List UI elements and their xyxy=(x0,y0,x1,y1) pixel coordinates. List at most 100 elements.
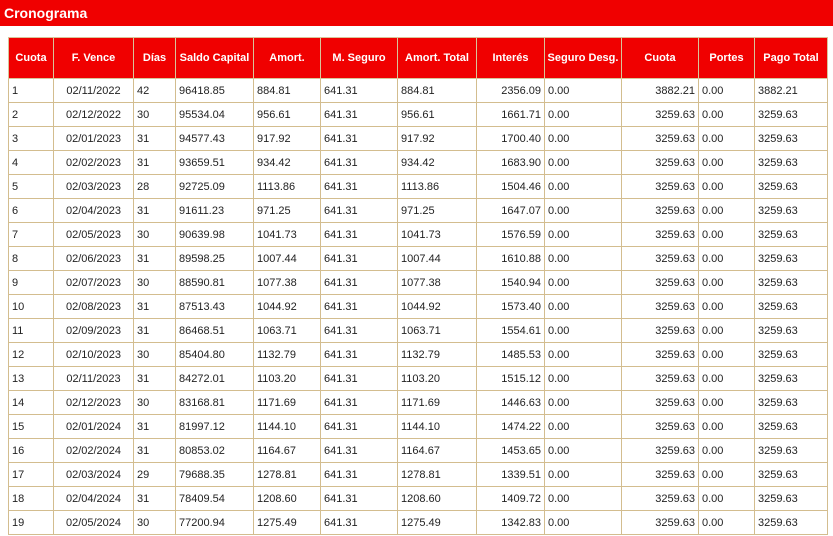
table-row: 8 02/06/2023 31 89598.25 1007.44 641.31 1007.4… xyxy=(8,246,828,271)
cell-portes: 0.00 xyxy=(698,174,755,199)
cell-saldo-capital: 86468.51 xyxy=(175,318,254,343)
cell-saldo-capital: 91611.23 xyxy=(175,198,254,223)
cell-interes: 1504.46 xyxy=(476,174,545,199)
cell-amort-total: 1144.10 xyxy=(397,414,477,439)
cell-saldo-capital: 80853.02 xyxy=(175,438,254,463)
cell-saldo-capital: 87513.43 xyxy=(175,294,254,319)
cell-amort-total: 956.61 xyxy=(397,102,477,127)
cell-amort-total: 1132.79 xyxy=(397,342,477,367)
cell-seguro-desg: 0.00 xyxy=(544,438,622,463)
cell-amort: 1132.79 xyxy=(253,342,321,367)
cell-cuota-monto: 3259.63 xyxy=(621,510,699,535)
cell-m-seguro: 641.31 xyxy=(320,390,398,415)
cell-seguro-desg: 0.00 xyxy=(544,342,622,367)
cell-amort: 1063.71 xyxy=(253,318,321,343)
cell-m-seguro: 641.31 xyxy=(320,486,398,511)
cell-f-vence: 02/01/2024 xyxy=(53,414,134,439)
cell-amort-total: 1063.71 xyxy=(397,318,477,343)
cell-amort-total: 1208.60 xyxy=(397,486,477,511)
cell-cuota: 2 xyxy=(8,102,54,127)
cell-seguro-desg: 0.00 xyxy=(544,222,622,247)
cell-cuota-monto: 3259.63 xyxy=(621,294,699,319)
cell-amort: 1208.60 xyxy=(253,486,321,511)
cell-interes: 1409.72 xyxy=(476,486,545,511)
cell-m-seguro: 641.31 xyxy=(320,102,398,127)
cell-cuota: 13 xyxy=(8,366,54,391)
table-row: 16 02/02/2024 31 80853.02 1164.67 641.31 1164.… xyxy=(8,438,828,463)
cell-saldo-capital: 77200.94 xyxy=(175,510,254,535)
cell-m-seguro: 641.31 xyxy=(320,462,398,487)
table-row: 4 02/02/2023 31 93659.51 934.42 641.31 934.42 1… xyxy=(8,150,828,175)
cell-cuota: 10 xyxy=(8,294,54,319)
cell-cuota: 1 xyxy=(8,78,54,103)
cell-amort: 1077.38 xyxy=(253,270,321,295)
cell-interes: 1573.40 xyxy=(476,294,545,319)
cell-pago-total: 3259.63 xyxy=(754,174,828,199)
cell-interes: 1474.22 xyxy=(476,414,545,439)
cell-pago-total: 3259.63 xyxy=(754,270,828,295)
cell-cuota: 3 xyxy=(8,126,54,151)
cell-f-vence: 02/04/2024 xyxy=(53,486,134,511)
cell-f-vence: 02/04/2023 xyxy=(53,198,134,223)
cell-amort: 1113.86 xyxy=(253,174,321,199)
table-row: 9 02/07/2023 30 88590.81 1077.38 641.31 1077.3… xyxy=(8,270,828,295)
cell-dias: 31 xyxy=(133,438,176,463)
cell-portes: 0.00 xyxy=(698,462,755,487)
cell-saldo-capital: 84272.01 xyxy=(175,366,254,391)
cell-m-seguro: 641.31 xyxy=(320,150,398,175)
table-row: 19 02/05/2024 30 77200.94 1275.49 641.31 1275.… xyxy=(8,510,828,535)
cell-portes: 0.00 xyxy=(698,102,755,127)
cell-m-seguro: 641.31 xyxy=(320,438,398,463)
cell-dias: 30 xyxy=(133,222,176,247)
cell-dias: 31 xyxy=(133,366,176,391)
cell-cuota-monto: 3882.21 xyxy=(621,78,699,103)
cell-amort: 1041.73 xyxy=(253,222,321,247)
cell-pago-total: 3882.21 xyxy=(754,78,828,103)
cell-dias: 30 xyxy=(133,510,176,535)
cell-m-seguro: 641.31 xyxy=(320,198,398,223)
cell-amort: 1164.67 xyxy=(253,438,321,463)
cell-pago-total: 3259.63 xyxy=(754,222,828,247)
cell-interes: 1540.94 xyxy=(476,270,545,295)
cell-portes: 0.00 xyxy=(698,414,755,439)
cell-pago-total: 3259.63 xyxy=(754,102,828,127)
cell-saldo-capital: 79688.35 xyxy=(175,462,254,487)
table-row: 10 02/08/2023 31 87513.43 1044.92 641.31 1044.… xyxy=(8,294,828,319)
cell-cuota-monto: 3259.63 xyxy=(621,150,699,175)
cell-amort-total: 1007.44 xyxy=(397,246,477,271)
cell-cuota-monto: 3259.63 xyxy=(621,198,699,223)
cell-portes: 0.00 xyxy=(698,126,755,151)
cell-amort-total: 917.92 xyxy=(397,126,477,151)
cell-seguro-desg: 0.00 xyxy=(544,150,622,175)
cell-interes: 1683.90 xyxy=(476,150,545,175)
column-header-pago-total: Pago Total xyxy=(754,37,828,79)
cell-dias: 30 xyxy=(133,342,176,367)
cell-interes: 1446.63 xyxy=(476,390,545,415)
cell-m-seguro: 641.31 xyxy=(320,126,398,151)
cell-saldo-capital: 94577.43 xyxy=(175,126,254,151)
cell-seguro-desg: 0.00 xyxy=(544,174,622,199)
schedule-table-wrapper: Cuota F. Vence Días Saldo Capital Amort. M. S… xyxy=(8,37,828,535)
cell-seguro-desg: 0.00 xyxy=(544,390,622,415)
cell-dias: 31 xyxy=(133,246,176,271)
cell-cuota: 19 xyxy=(8,510,54,535)
cell-amort: 1171.69 xyxy=(253,390,321,415)
cell-m-seguro: 641.31 xyxy=(320,222,398,247)
cell-pago-total: 3259.63 xyxy=(754,318,828,343)
cell-amort: 971.25 xyxy=(253,198,321,223)
cell-seguro-desg: 0.00 xyxy=(544,510,622,535)
schedule-table: Cuota F. Vence Días Saldo Capital Amort. M. S… xyxy=(8,37,828,535)
cell-seguro-desg: 0.00 xyxy=(544,198,622,223)
cell-cuota-monto: 3259.63 xyxy=(621,126,699,151)
column-header-dias: Días xyxy=(133,37,176,79)
column-header-portes: Portes xyxy=(698,37,755,79)
cell-interes: 1661.71 xyxy=(476,102,545,127)
cell-dias: 30 xyxy=(133,270,176,295)
cell-f-vence: 02/05/2023 xyxy=(53,222,134,247)
cell-dias: 31 xyxy=(133,294,176,319)
cell-amort-total: 1275.49 xyxy=(397,510,477,535)
table-row: 12 02/10/2023 30 85404.80 1132.79 641.31 1132.… xyxy=(8,342,828,367)
cell-cuota: 11 xyxy=(8,318,54,343)
cell-dias: 31 xyxy=(133,318,176,343)
